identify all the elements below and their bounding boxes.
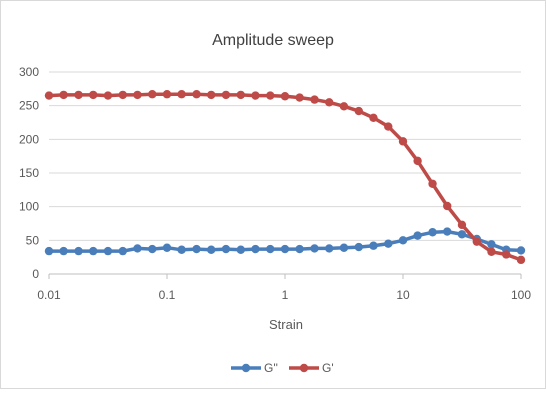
x-axis-label: Strain — [269, 317, 303, 332]
y-tick-label: 300 — [19, 65, 39, 79]
legend-label-2: G' — [322, 361, 334, 375]
series-2-point — [472, 237, 481, 246]
series-2-point — [457, 220, 467, 230]
legend-marker-1 — [241, 363, 251, 373]
series-layer — [44, 90, 526, 265]
series-2-point — [325, 98, 334, 107]
series-2-point — [89, 90, 98, 100]
x-tick-label: 10 — [396, 288, 410, 302]
series-1-point — [74, 246, 83, 256]
x-tick-label: 0.1 — [159, 288, 176, 302]
series-1-point — [398, 236, 408, 245]
legend-marker-2 — [299, 363, 309, 373]
series-1-point — [487, 240, 496, 249]
series-2-point — [443, 201, 452, 211]
series-2-point — [339, 102, 349, 111]
series-2-point — [251, 91, 260, 100]
series-2-point — [295, 93, 304, 102]
x-tick-label: 100 — [511, 288, 531, 302]
series-2-point — [428, 179, 437, 188]
y-tick-label: 250 — [19, 99, 39, 113]
legend-label-1: G'' — [264, 361, 278, 375]
series-1-point — [428, 228, 437, 237]
series-2-point — [280, 92, 290, 101]
series-1-point — [310, 244, 319, 253]
series-2-point — [118, 90, 127, 100]
series-2-point — [59, 90, 68, 100]
series-2-point — [192, 90, 201, 99]
series-2-point — [487, 247, 496, 256]
series-1-point — [325, 244, 334, 253]
chart-title: Amplitude sweep — [212, 32, 334, 49]
series-2-point — [133, 90, 142, 100]
y-tick-label: 100 — [19, 200, 39, 214]
series-1-point — [339, 243, 349, 252]
series-2-point — [148, 90, 157, 99]
gridlines — [49, 71, 521, 241]
series-1-point — [384, 239, 393, 248]
series-2-point — [103, 91, 113, 100]
x-tick-label: 1 — [282, 288, 289, 302]
series-1-point — [162, 243, 172, 252]
x-tick-label: 0.01 — [37, 288, 61, 302]
series-1-point — [354, 242, 363, 252]
series-1-point — [221, 244, 231, 254]
series-1-point — [207, 245, 216, 254]
series-1-point — [443, 227, 452, 236]
y-tick-label: 0 — [32, 267, 39, 281]
series-1-point — [295, 244, 304, 254]
series-2-point — [398, 137, 408, 146]
series-2-point — [177, 90, 186, 99]
series-1-point — [369, 241, 378, 250]
series-1-point — [44, 246, 54, 256]
series-1-point — [103, 246, 113, 256]
series-1-point — [177, 245, 186, 254]
series-1-point — [457, 230, 467, 239]
series-2-point — [516, 255, 526, 265]
series-2-point — [502, 250, 511, 259]
series-1-point — [133, 244, 142, 253]
series-line-2 — [48, 92, 522, 262]
series-2-point — [354, 106, 363, 116]
series-2-point — [44, 91, 54, 100]
series-1-point — [89, 246, 98, 256]
series-1-point — [192, 244, 201, 254]
series-2-point — [384, 122, 393, 131]
series-2-point — [207, 90, 216, 100]
series-1-point — [266, 244, 275, 254]
series-2-point — [369, 113, 378, 122]
series-2-point — [162, 90, 172, 99]
y-axis-ticks: 0 50 100 150 200 250 300 — [19, 65, 39, 281]
legend: G'' G' — [231, 361, 334, 375]
x-axis-ticks: 0.01 0.1 1 10 100 — [37, 274, 531, 302]
series-2-point — [236, 90, 245, 100]
series-2-point — [310, 95, 319, 104]
y-tick-label: 150 — [19, 166, 39, 180]
series-1-point — [236, 245, 245, 254]
series-2-point — [74, 90, 83, 100]
y-tick-label: 50 — [26, 233, 40, 247]
series-1-point — [413, 231, 422, 240]
series-1-point — [251, 244, 260, 254]
y-tick-label: 200 — [19, 132, 39, 146]
series-1-point — [148, 244, 157, 254]
series-2-point — [413, 156, 422, 166]
series-1-point — [59, 246, 68, 256]
series-1-point — [516, 246, 526, 255]
series-2-point — [221, 90, 231, 100]
series-1-point — [118, 246, 127, 256]
series-2-point — [266, 91, 275, 100]
series-1-point — [280, 244, 290, 254]
